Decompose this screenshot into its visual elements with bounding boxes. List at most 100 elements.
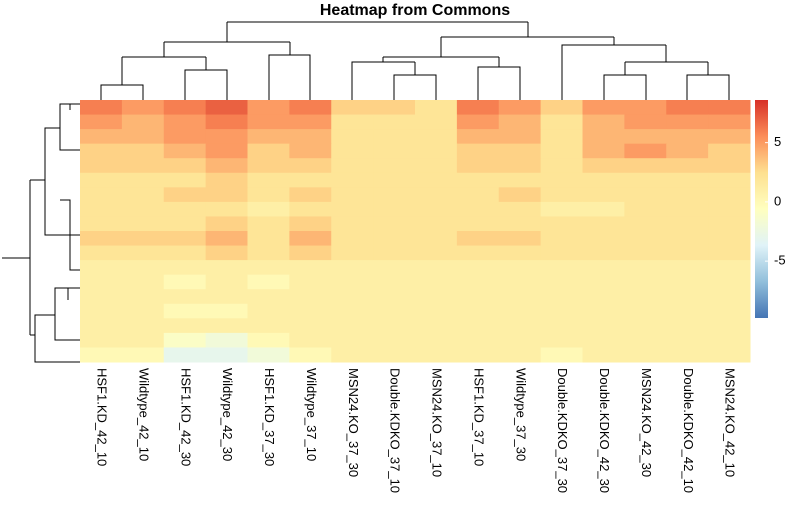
heatmap-cell bbox=[289, 100, 332, 116]
heatmap-cell bbox=[80, 289, 123, 305]
heatmap-cell bbox=[247, 318, 290, 334]
heatmap-cell bbox=[498, 158, 542, 174]
heatmap-cell bbox=[247, 114, 290, 130]
heatmap-cell bbox=[666, 143, 709, 159]
heatmap-cell bbox=[540, 231, 583, 247]
heatmap-cell bbox=[163, 100, 207, 116]
heatmap-cell bbox=[163, 347, 207, 363]
heatmap-cell bbox=[80, 274, 123, 290]
heatmap-cell bbox=[331, 347, 374, 363]
heatmap-cell bbox=[121, 114, 165, 130]
heatmap-cell bbox=[540, 245, 583, 261]
heatmap-cell bbox=[163, 289, 207, 305]
heatmap-cell bbox=[331, 289, 374, 305]
heatmap-cell bbox=[163, 129, 207, 145]
heatmap-cell bbox=[582, 303, 625, 319]
heatmap-cell bbox=[289, 303, 332, 319]
heatmap-cell bbox=[582, 187, 625, 203]
heatmap-cell bbox=[624, 347, 667, 363]
heatmap-cell bbox=[498, 172, 542, 188]
heatmap-cell bbox=[456, 143, 500, 159]
colorbar-tick-label: -5 bbox=[774, 253, 786, 268]
heatmap-cell bbox=[163, 172, 207, 188]
heatmap-cell bbox=[163, 158, 207, 174]
heatmap-cell bbox=[415, 318, 458, 334]
heatmap-cell bbox=[205, 100, 248, 116]
heatmap-cell bbox=[415, 216, 458, 232]
heatmap-cell bbox=[582, 347, 625, 363]
heatmap-cell bbox=[415, 274, 458, 290]
heatmap-cell bbox=[624, 158, 667, 174]
heatmap-cell bbox=[415, 332, 458, 348]
heatmap-cell bbox=[205, 143, 248, 159]
heatmap-cell bbox=[163, 274, 207, 290]
heatmap-cell bbox=[373, 216, 416, 232]
heatmap-cell bbox=[498, 274, 542, 290]
heatmap-cell bbox=[624, 274, 667, 290]
heatmap-cell bbox=[498, 318, 542, 334]
heatmap-cell bbox=[540, 332, 583, 348]
heatmap-cell bbox=[708, 201, 751, 217]
heatmap-cell bbox=[289, 274, 332, 290]
colorbar bbox=[755, 100, 768, 318]
heatmap-cell bbox=[456, 216, 500, 232]
heatmap-cell bbox=[498, 231, 542, 247]
heatmap-cell bbox=[373, 143, 416, 159]
heatmap-cell bbox=[624, 332, 667, 348]
heatmap-cell bbox=[415, 187, 458, 203]
column-label: MSN24.KO_42_10 bbox=[723, 368, 738, 477]
heatmap-cell bbox=[163, 303, 207, 319]
heatmap-cell bbox=[289, 143, 332, 159]
heatmap-cell bbox=[498, 260, 542, 276]
heatmap-cell bbox=[121, 245, 165, 261]
heatmap-cell bbox=[624, 260, 667, 276]
heatmap-cell bbox=[624, 303, 667, 319]
column-label: HSF1.KD_37_30 bbox=[262, 368, 277, 466]
heatmap-cell bbox=[247, 347, 290, 363]
heatmap-cell bbox=[205, 201, 248, 217]
heatmap-cell bbox=[666, 274, 709, 290]
heatmap-cell bbox=[666, 303, 709, 319]
heatmap-cell bbox=[373, 289, 416, 305]
heatmap-cell bbox=[415, 260, 458, 276]
heatmap-cell bbox=[247, 289, 290, 305]
heatmap-cell bbox=[540, 216, 583, 232]
heatmap-cell bbox=[331, 143, 374, 159]
heatmap-cell bbox=[247, 260, 290, 276]
heatmap-cell bbox=[80, 260, 123, 276]
heatmap-cell bbox=[121, 129, 165, 145]
heatmap-cell bbox=[498, 129, 542, 145]
heatmap-cell bbox=[121, 100, 165, 116]
heatmap-cell bbox=[456, 332, 500, 348]
heatmap-cell bbox=[708, 172, 751, 188]
column-label: Double.KDKO_37_10 bbox=[388, 368, 403, 493]
heatmap-cell bbox=[289, 114, 332, 130]
heatmap-cell bbox=[289, 231, 332, 247]
heatmap-cell bbox=[666, 158, 709, 174]
column-label: Wildtype_37_30 bbox=[513, 368, 528, 461]
heatmap-cell bbox=[121, 201, 165, 217]
heatmap-cell bbox=[708, 216, 751, 232]
heatmap-cell bbox=[582, 143, 625, 159]
heatmap-cell bbox=[708, 187, 751, 203]
heatmap-cell bbox=[708, 245, 751, 261]
heatmap-cell bbox=[415, 347, 458, 363]
heatmap-cell bbox=[80, 216, 123, 232]
heatmap-cell bbox=[331, 231, 374, 247]
heatmap-cell bbox=[373, 303, 416, 319]
heatmap-cell bbox=[121, 318, 165, 334]
heatmap-cell bbox=[415, 143, 458, 159]
heatmap-cell bbox=[708, 260, 751, 276]
heatmap-cell bbox=[456, 114, 500, 130]
heatmap-cell bbox=[247, 158, 290, 174]
heatmap-cell bbox=[163, 332, 207, 348]
heatmap-cell bbox=[456, 201, 500, 217]
heatmap-cell bbox=[708, 231, 751, 247]
heatmap-cell bbox=[498, 114, 542, 130]
heatmap-cell bbox=[582, 114, 625, 130]
heatmap-cell bbox=[331, 187, 374, 203]
heatmap-cell bbox=[289, 260, 332, 276]
heatmap-cell bbox=[708, 158, 751, 174]
heatmap-cell bbox=[540, 347, 583, 363]
heatmap-cell bbox=[540, 201, 583, 217]
